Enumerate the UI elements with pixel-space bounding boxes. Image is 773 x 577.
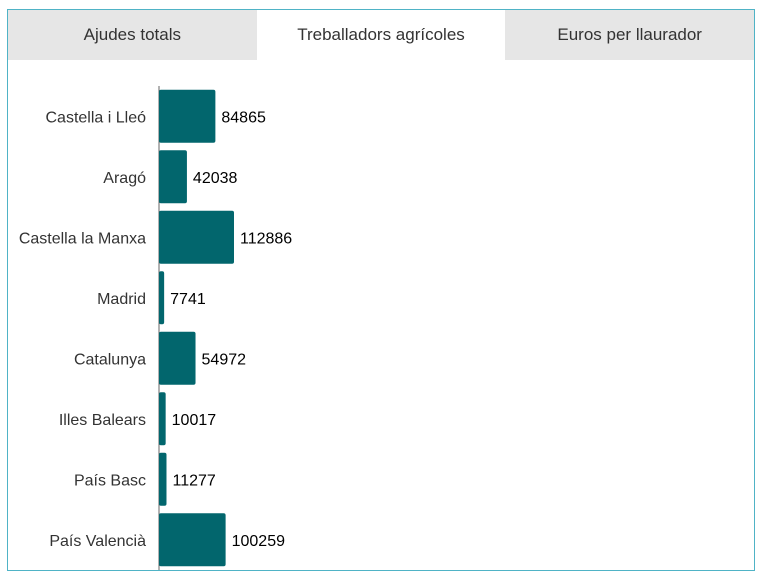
category-tick-label: Castella la Manxa <box>19 230 146 247</box>
data-label: 112886 <box>240 230 292 247</box>
data-label: 11277 <box>172 472 215 489</box>
data-label: 10017 <box>172 412 217 429</box>
data-label: 42038 <box>193 170 238 187</box>
bar[interactable] <box>159 210 234 264</box>
category-tick-label: Castella i Lleó <box>46 109 147 126</box>
tab-treballadors-agricoles[interactable]: Treballadors agrícoles <box>256 10 506 60</box>
bar[interactable] <box>159 331 196 385</box>
data-label: 7741 <box>170 291 206 308</box>
bar[interactable] <box>159 392 166 446</box>
data-label: 54972 <box>202 351 247 368</box>
category-tick-label: Catalunya <box>74 351 146 368</box>
bar[interactable] <box>159 89 216 143</box>
chart-frame: Ajudes totals Treballadors agrícoles Eur… <box>7 9 755 571</box>
category-tick-label: Aragó <box>103 170 146 187</box>
category-tick-label: Illes Balears <box>59 412 146 429</box>
bar[interactable] <box>159 150 187 204</box>
category-tick-label: País Basc <box>74 472 146 489</box>
category-tick-label: País Valencià <box>49 533 146 550</box>
bar[interactable] <box>159 513 226 567</box>
tab-euros-per-llaurador[interactable]: Euros per llaurador <box>505 10 755 60</box>
bar[interactable] <box>159 271 165 325</box>
bar[interactable] <box>159 452 167 506</box>
tab-ajudes-totals[interactable]: Ajudes totals <box>8 10 257 60</box>
category-tick-label: Madrid <box>97 291 146 308</box>
data-label: 84865 <box>221 109 266 126</box>
data-label: 100259 <box>232 533 285 550</box>
tab-bar: Ajudes totals Treballadors agrícoles Eur… <box>8 10 755 60</box>
